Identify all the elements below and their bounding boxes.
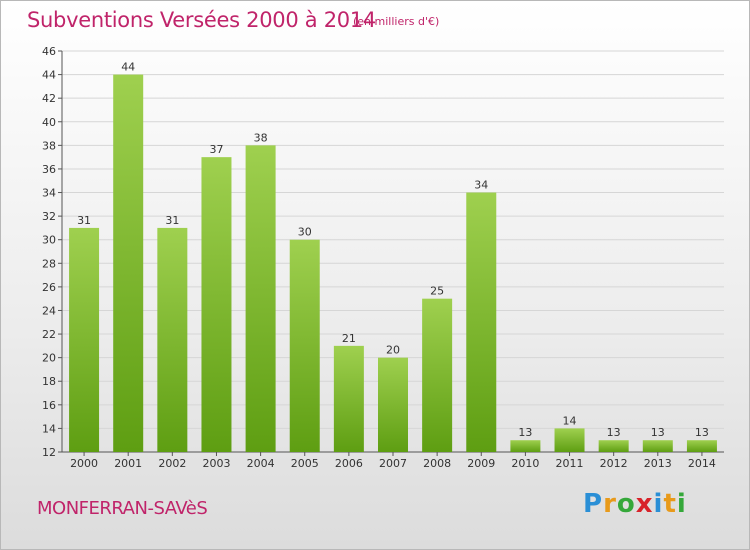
bar-2000 [69,227,100,452]
bar-2001 [113,74,144,453]
x-tick-label: 2008 [423,457,451,470]
value-label: 13 [607,426,621,439]
y-tick-label: 24 [42,304,56,317]
y-tick-label: 26 [42,281,56,294]
value-label: 44 [121,61,135,74]
y-tick-label: 14 [42,422,56,435]
commune-name: MONFERRAN-SAVèS [37,498,208,519]
y-tick-label: 16 [42,399,56,412]
bar-2005 [289,239,320,452]
bar-2004 [245,145,276,452]
bar-2008 [422,298,453,452]
chart-title: Subventions Versées 2000 à 2014 [27,8,376,32]
value-label: 38 [254,131,268,144]
y-tick-label: 36 [42,163,56,176]
chart-unit-note: (en milliers d'€) [353,15,440,28]
value-label: 13 [695,426,709,439]
x-tick-label: 2007 [379,457,407,470]
value-label: 21 [342,332,356,345]
value-label: 14 [563,414,577,427]
y-tick-label: 46 [42,45,56,58]
x-tick-label: 2011 [556,457,584,470]
value-label: 34 [474,179,488,192]
x-tick-label: 2010 [511,457,539,470]
bar-2014 [686,440,717,452]
x-tick-label: 2013 [644,457,672,470]
y-tick-label: 30 [42,234,56,247]
y-tick-label: 34 [42,187,56,200]
bar-2002 [157,227,188,452]
y-tick-label: 38 [42,139,56,152]
bar-2007 [378,357,408,452]
bar-2012 [598,440,629,452]
value-label: 13 [651,426,665,439]
value-label: 20 [386,344,400,357]
proxiti-logo: Proxiti [583,489,687,519]
y-tick-label: 44 [42,69,56,82]
x-tick-label: 2000 [70,457,98,470]
bar-2010 [510,440,541,452]
y-tick-label: 42 [42,92,56,105]
x-tick-label: 2004 [247,457,275,470]
x-tick-label: 2005 [291,457,319,470]
bar-2006 [333,345,364,452]
value-label: 25 [430,285,444,298]
y-tick-label: 40 [42,116,56,129]
x-tick-label: 2003 [202,457,230,470]
y-tick-label: 20 [42,352,56,365]
value-label: 30 [298,226,312,239]
x-tick-label: 2014 [688,457,716,470]
x-tick-label: 2001 [114,457,142,470]
bar-2009 [466,192,497,452]
bar-2011 [554,428,585,452]
x-tick-label: 2006 [335,457,363,470]
value-label: 13 [518,426,532,439]
value-label: 31 [165,214,179,227]
y-tick-label: 18 [42,375,56,388]
bar-2013 [642,440,673,452]
bar-2003 [201,157,232,452]
y-tick-label: 22 [42,328,56,341]
x-tick-label: 2009 [467,457,495,470]
x-tick-label: 2012 [600,457,628,470]
y-tick-label: 12 [42,446,56,459]
value-labels: 31 44 31 37 38 30 21 20 25 34 13 14 13 13 13 [77,61,709,440]
y-tick-label: 28 [42,257,56,270]
bars [69,74,717,453]
value-label: 37 [209,143,223,156]
y-tick-label: 32 [42,210,56,223]
value-label: 31 [77,214,91,227]
x-tick-label: 2002 [158,457,186,470]
